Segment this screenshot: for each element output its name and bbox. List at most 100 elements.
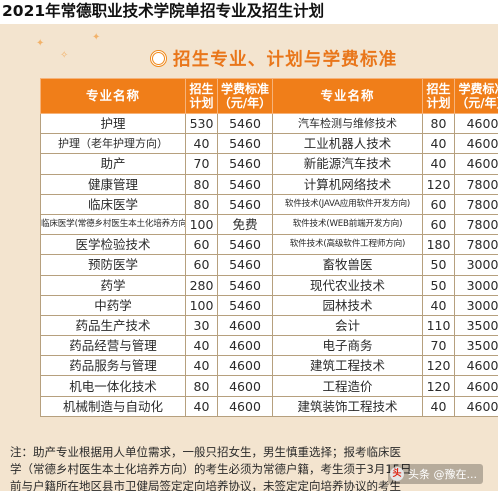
major-name-cell: 汽车检测与维修技术 (272, 112, 423, 135)
poster-image: ✦ ✧ ✦ 招生专业、计划与学费标准 专业名称 招生 计划 学费标准 （元/年） 专… (0, 24, 498, 491)
major-name-cell: 药品生产技术 (40, 314, 186, 337)
tuition-fee-cell: 7800 (454, 193, 498, 215)
plan-count-cell: 120 (422, 375, 455, 397)
header-plan: 招生 计划 (185, 78, 218, 114)
tuition-fee-cell: 3000 (454, 254, 498, 276)
plan-count-cell: 280 (185, 274, 218, 296)
plan-count-cell: 80 (422, 112, 455, 135)
plan-count-cell: 40 (422, 133, 455, 155)
major-name-cell: 机电一体化技术 (40, 375, 186, 397)
table-row: 药品服务与管理 40 4600 建筑工程技术 120 4600 (40, 355, 498, 377)
target-circle-icon (150, 49, 167, 67)
tuition-fee-cell: 5460 (217, 173, 273, 195)
table-row: 机电一体化技术 80 4600 工程造价 120 4600 (40, 375, 498, 397)
tuition-fee-cell: 免费 (217, 213, 273, 236)
major-name-cell: 工业机器人技术 (272, 133, 423, 155)
major-name-cell: 护理 (40, 112, 186, 135)
header-fee: 学费标准（元/年） (217, 78, 273, 114)
footnote: 注：助产专业根据用人单位需求，一般只招女生，男生慎重选择；报考临床医 学（常德乡… (10, 444, 498, 491)
plan-count-cell: 80 (185, 375, 218, 397)
table-row: 临床医学 80 5460 软件技术(JAVA应用软件开发方向) 60 7800 (40, 193, 498, 215)
major-name-cell: 工程造价 (272, 375, 423, 397)
major-name-cell: 药品服务与管理 (40, 355, 186, 377)
major-name-cell: 中药学 (40, 294, 186, 316)
plan-count-cell: 60 (422, 213, 455, 236)
watermark-logo-icon: 头 (390, 467, 404, 481)
table-row: 药品经营与管理 40 4600 电子商务 70 3500 (40, 335, 498, 357)
major-name-cell: 临床医学(常德乡村医生本土化培养方向) (40, 213, 186, 236)
major-name-cell: 临床医学 (40, 193, 186, 215)
major-name-cell: 现代农业技术 (272, 274, 423, 296)
plan-count-cell: 120 (422, 173, 455, 195)
major-name-cell: 预防医学 (40, 254, 186, 276)
plan-count-cell: 60 (185, 234, 218, 256)
tuition-fee-cell: 4600 (217, 395, 273, 417)
plan-count-cell: 40 (185, 335, 218, 357)
tuition-fee-cell: 5460 (217, 133, 273, 155)
table-row: 临床医学(常德乡村医生本土化培养方向) 100 免费 软件技术(WEB前端开发方向) 6… (40, 213, 498, 236)
major-name-cell: 园林技术 (272, 294, 423, 316)
tuition-fee-cell: 5460 (217, 254, 273, 276)
tuition-fee-cell: 5460 (217, 193, 273, 215)
plan-count-cell: 40 (185, 395, 218, 417)
plan-count-cell: 50 (422, 274, 455, 296)
plan-count-cell: 120 (422, 355, 455, 377)
plan-count-cell: 60 (422, 193, 455, 215)
major-name-cell: 机械制造与自动化 (40, 395, 186, 417)
tuition-fee-cell: 7800 (454, 234, 498, 256)
table-row: 药品生产技术 30 4600 会计 110 3500 (40, 314, 498, 337)
tuition-fee-cell: 3500 (454, 335, 498, 357)
source-watermark: 头 头条 @豫在... (388, 464, 483, 484)
plan-count-cell: 40 (422, 395, 455, 417)
tuition-fee-cell: 3500 (454, 314, 498, 337)
major-name-cell: 软件技术(高级软件工程师方向) (272, 234, 423, 256)
plan-count-cell: 40 (185, 355, 218, 377)
tuition-fee-cell: 4600 (454, 153, 498, 175)
tuition-fee-cell: 4600 (454, 375, 498, 397)
table-row: 预防医学 60 5460 畜牧兽医 50 3000 (40, 254, 498, 276)
major-name-cell: 药品经营与管理 (40, 335, 186, 357)
major-name-cell: 建筑工程技术 (272, 355, 423, 377)
plan-count-cell: 50 (422, 254, 455, 276)
tuition-fee-cell: 4600 (217, 314, 273, 337)
tuition-fee-cell: 7800 (454, 213, 498, 236)
plan-count-cell: 100 (185, 213, 218, 236)
plan-count-cell: 30 (185, 314, 218, 337)
major-name-cell: 会计 (272, 314, 423, 337)
table-row: 护理 530 5460 汽车检测与维修技术 80 4600 (40, 112, 498, 135)
tuition-fee-cell: 4600 (217, 375, 273, 397)
major-name-cell: 新能源汽车技术 (272, 153, 423, 175)
major-name-cell: 软件技术(WEB前端开发方向) (272, 213, 423, 236)
header-major-name: 专业名称 (40, 78, 186, 114)
header-major-name: 专业名称 (272, 78, 423, 114)
table-row: 助产 70 5460 新能源汽车技术 40 4600 (40, 153, 498, 175)
sparkle-icon: ✦ (92, 32, 101, 43)
tuition-fee-cell: 5460 (217, 234, 273, 256)
page-title: 2021年常德职业技术学院单招专业及招生计划 (2, 2, 325, 20)
plan-count-cell: 530 (185, 112, 218, 135)
banner: 招生专业、计划与学费标准 (150, 46, 397, 70)
table-row: 中药学 100 5460 园林技术 40 3000 (40, 294, 498, 316)
major-name-cell: 护理（老年护理方向） (40, 133, 186, 155)
plan-count-cell: 70 (422, 335, 455, 357)
major-name-cell: 电子商务 (272, 335, 423, 357)
major-name-cell: 畜牧兽医 (272, 254, 423, 276)
major-name-cell: 助产 (40, 153, 186, 175)
table-row: 医学检验技术 60 5460 软件技术(高级软件工程师方向) 180 7800 (40, 234, 498, 256)
watermark-text: 头条 @豫在... (408, 468, 477, 481)
table-header-row: 专业名称 招生计划 学费标准（元/年） 专业名称 招生计划 学费标准（元/年） (40, 78, 498, 114)
plan-count-cell: 100 (185, 294, 218, 316)
tuition-fee-cell: 5460 (217, 112, 273, 135)
major-name-cell: 药学 (40, 274, 186, 296)
tuition-fee-cell: 3000 (454, 274, 498, 296)
table-row: 药学 280 5460 现代农业技术 50 3000 (40, 274, 498, 296)
sparkle-icon: ✦ (36, 38, 45, 49)
plan-count-cell: 110 (422, 314, 455, 337)
plan-count-cell: 80 (185, 173, 218, 195)
plan-count-cell: 40 (422, 153, 455, 175)
table-row: 机械制造与自动化 40 4600 建筑装饰工程技术 40 4600 (40, 395, 498, 417)
plan-count-cell: 80 (185, 193, 218, 215)
plan-count-cell: 40 (185, 133, 218, 155)
tuition-fee-cell: 4600 (217, 355, 273, 377)
major-name-cell: 建筑装饰工程技术 (272, 395, 423, 417)
